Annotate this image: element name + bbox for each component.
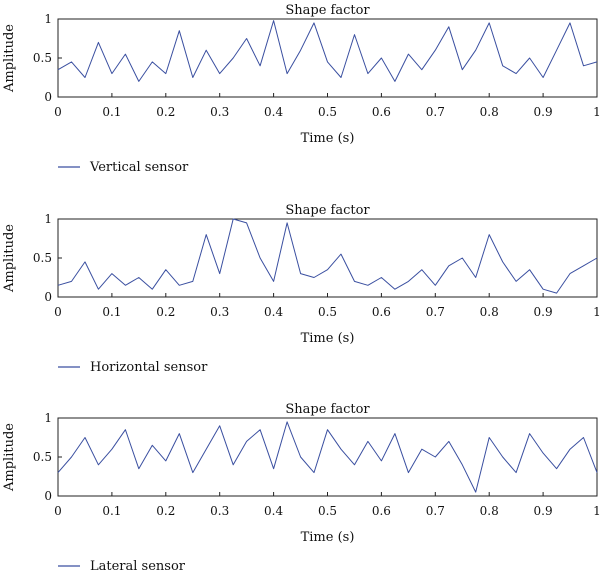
chart-title-2: Shape factor (285, 203, 370, 218)
x-tick-label: 0.1 (102, 305, 121, 319)
y-axis-label-1: Amplitude (2, 24, 17, 93)
x-tick-label: 0 (54, 504, 62, 518)
x-tick-label: 1 (593, 105, 600, 119)
x-tick-label: 0 (54, 305, 62, 319)
x-tick-label: 1 (593, 504, 600, 518)
x-axis-label-2: Time (s) (301, 331, 355, 346)
x-tick-label: 0.6 (372, 504, 391, 518)
x-tick-label: 0.9 (534, 105, 553, 119)
plot-frame-2 (57, 218, 598, 298)
x-tick-label: 0.4 (264, 504, 283, 518)
x-tick-label: 0.1 (102, 105, 121, 119)
x-tick-label: 0.6 (372, 105, 391, 119)
y-tick-label: 1 (44, 12, 52, 26)
y-tick-label: 1 (44, 411, 52, 425)
y-tick-label: 0.5 (33, 450, 52, 464)
x-tick-label: 0.7 (426, 305, 445, 319)
x-tick-label: 0.2 (156, 105, 175, 119)
x-tick-label: 0.6 (372, 305, 391, 319)
y-tick-label: 1 (44, 212, 52, 226)
y-tick-label: 0.5 (33, 251, 52, 265)
x-tick-label: 0.5 (318, 305, 337, 319)
x-tick-label: 0.3 (210, 105, 229, 119)
x-tick-label: 0.8 (480, 504, 499, 518)
legend-label-1: Vertical sensor (89, 160, 189, 175)
series-line-3-1 (57, 421, 598, 493)
x-tick-label: 0.7 (426, 504, 445, 518)
y-tick-label: 0 (44, 489, 52, 503)
x-tick-label: 0.8 (480, 305, 499, 319)
x-tick-label: 0.3 (210, 305, 229, 319)
x-tick-label: 0 (54, 105, 62, 119)
chart-title-1: Shape factor (285, 3, 370, 18)
x-tick-label: 0.2 (156, 504, 175, 518)
y-axis-label-2: Amplitude (2, 224, 17, 293)
x-axis-label-3: Time (s) (301, 530, 355, 545)
y-tick-label: 0 (44, 290, 52, 304)
x-tick-label: 0.8 (480, 105, 499, 119)
x-tick-label: 0.7 (426, 105, 445, 119)
x-tick-label: 0.9 (534, 504, 553, 518)
legend-label-2: Horizontal sensor (90, 360, 208, 375)
x-tick-label: 0.5 (318, 105, 337, 119)
series-line-2-1 (57, 218, 598, 294)
x-tick-label: 0.9 (534, 305, 553, 319)
x-tick-label: 0.4 (264, 105, 283, 119)
x-tick-label: 0.1 (102, 504, 121, 518)
y-axis-label-3: Amplitude (2, 423, 17, 492)
x-tick-label: 0.5 (318, 504, 337, 518)
x-tick-label: 0.2 (156, 305, 175, 319)
legend-label-3: Lateral sensor (90, 559, 186, 574)
plot-frame-1 (57, 18, 598, 98)
x-tick-label: 0.4 (264, 305, 283, 319)
x-axis-label-1: Time (s) (301, 131, 355, 146)
y-tick-label: 0 (44, 90, 52, 104)
chart-title-3: Shape factor (285, 402, 370, 417)
x-tick-label: 0.3 (210, 504, 229, 518)
x-tick-label: 1 (593, 305, 600, 319)
y-tick-label: 0.5 (33, 51, 52, 65)
series-line-1-1 (57, 20, 598, 82)
